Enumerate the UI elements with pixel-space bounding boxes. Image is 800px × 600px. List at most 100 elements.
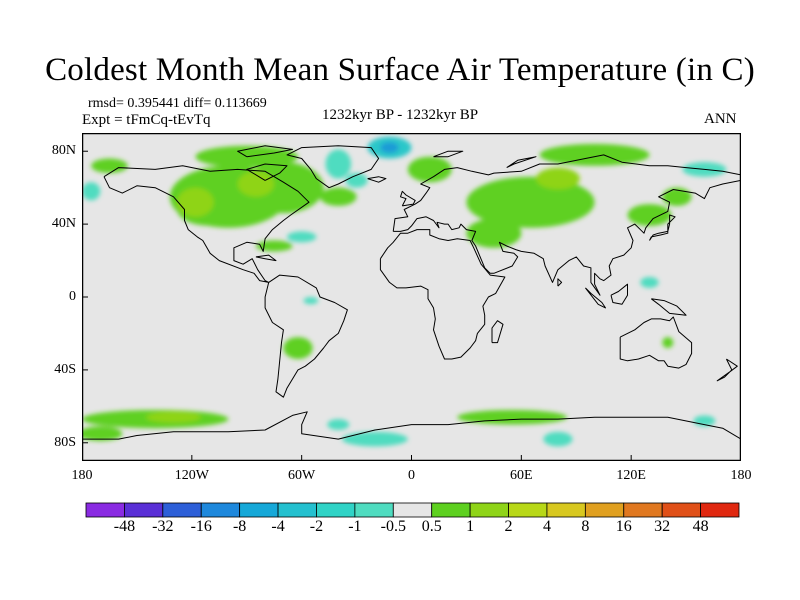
y-tick-label: 40S (54, 361, 76, 377)
map-border (82, 133, 741, 461)
anomaly-region-13 (345, 173, 368, 188)
coastline-madagascar (491, 320, 504, 344)
colorbar-swatch (700, 502, 740, 518)
colorbar-swatch (124, 502, 164, 518)
x-tick-label: 120E (616, 468, 646, 483)
anomaly-region-17 (466, 218, 522, 248)
experiment-label: Expt = tFmCq-tEvTq (82, 112, 211, 128)
colorbar-level-label: 2 (504, 518, 513, 535)
map-canvas (82, 133, 741, 461)
x-tick-label: 0 (408, 468, 415, 483)
colorbar-swatch (316, 502, 356, 518)
colorbar-level-label: 0.5 (421, 518, 442, 535)
colorbar-level-label: 8 (581, 518, 590, 535)
coastline-iceland (367, 176, 387, 183)
colorbar-level-label: -32 (152, 518, 174, 535)
colorbar-swatch (200, 502, 241, 518)
temperature-anomaly-fields (82, 136, 727, 447)
anomaly-region-14 (319, 187, 357, 206)
y-tick-label: 80S (54, 434, 76, 450)
colorbar-swatch (546, 502, 586, 518)
coastline-borneo (610, 283, 628, 305)
x-tick-label: 180 (71, 468, 93, 483)
coastline-svalbard (433, 150, 464, 158)
colorbar-swatch (239, 502, 279, 518)
colorbar-swatch (508, 502, 548, 518)
coastline-australia (619, 316, 693, 369)
season-label: ANN (704, 111, 737, 127)
anomaly-region-18 (535, 167, 580, 190)
colorbar-level-label: 1 (466, 518, 475, 535)
colorbar-swatch (469, 502, 509, 518)
colorbar-level-label: 4 (542, 518, 551, 535)
anomaly-region-29 (82, 426, 123, 441)
colorbar-swatch (623, 502, 663, 518)
coastline-north-america (103, 165, 310, 283)
x-tick-label: 60E (510, 468, 533, 483)
coastline-africa (379, 229, 506, 360)
coastline-antarctica (82, 411, 741, 440)
anomaly-region-7 (82, 182, 101, 201)
anomaly-region-22 (662, 187, 692, 206)
colorbar-swatch (392, 502, 433, 518)
colorbar-level-label: 48 (692, 518, 709, 535)
colorbar-level-label: -16 (190, 518, 212, 535)
colorbar-level-label: 16 (615, 518, 632, 535)
anomaly-region-16 (466, 176, 595, 228)
anomaly-region-2 (177, 187, 214, 217)
coastline-ellesmere (237, 145, 293, 158)
colorbar-swatch (354, 502, 394, 518)
anomaly-region-32 (543, 431, 573, 447)
anomaly-region-6 (91, 158, 128, 174)
x-tick-label: 180 (730, 468, 752, 483)
anomaly-region-10 (325, 149, 352, 179)
anomaly-region-25 (283, 337, 313, 359)
coastline-greenland (286, 145, 380, 189)
anomaly-region-23 (640, 276, 659, 288)
anomaly-region-19 (539, 143, 650, 166)
rmsd-diff-stats: rmsd= 0.395441 diff= 0.113669 (88, 96, 267, 111)
coastline-sri-lanka (557, 278, 563, 287)
anomaly-region-24 (662, 337, 674, 349)
colorbar-swatch (162, 502, 202, 518)
anomaly-region-15 (407, 156, 452, 183)
anomaly-region-28 (146, 411, 201, 423)
x-tick-label: 120W (174, 468, 209, 483)
anomaly-region-12 (380, 142, 399, 154)
colorbar (85, 502, 740, 518)
colorbar-level-label: 32 (654, 518, 671, 535)
colorbar-level-label: -1 (348, 518, 362, 535)
colorbar-swatch (85, 502, 125, 518)
colorbar-swatch (431, 502, 471, 518)
coastline-japan (649, 214, 676, 241)
colorbar-swatch (277, 502, 317, 518)
coastline-south-america (264, 274, 348, 398)
chart-title: Coldest Month Mean Surface Air Temperatu… (45, 52, 755, 88)
anomaly-region-34 (327, 419, 350, 431)
coastline-new-zealand (716, 358, 738, 382)
colorbar-level-label: -4 (271, 518, 285, 535)
anomaly-region-8 (255, 240, 293, 252)
coastline-eurasia (392, 154, 741, 296)
period-label: 1232kyr BP - 1232kyr BP (322, 107, 479, 123)
coastline-sumatra (585, 287, 606, 309)
colorbar-level-label: -48 (113, 518, 136, 535)
colorbar-level-label: -0.5 (380, 518, 406, 535)
x-tick-label: 60W (288, 468, 316, 483)
coastline-cuba (255, 254, 277, 262)
anomaly-region-9 (287, 231, 317, 243)
coastlines (82, 145, 741, 440)
y-tick-label: 80N (51, 143, 76, 159)
y-tick-label: 0 (69, 289, 76, 304)
y-tick-label: 40N (51, 216, 76, 232)
anomaly-region-4 (237, 171, 275, 197)
colorbar-swatch (661, 502, 701, 518)
coastline-novaya-zemlya (506, 156, 537, 169)
coastline-baffin (246, 163, 288, 181)
anomaly-region-21 (627, 204, 672, 226)
anomaly-region-31 (341, 431, 408, 447)
colorbar-level-label: -2 (309, 518, 324, 535)
coastline-new-guinea (650, 298, 687, 316)
coastline-uk (400, 190, 416, 207)
anomaly-region-26 (303, 297, 319, 305)
